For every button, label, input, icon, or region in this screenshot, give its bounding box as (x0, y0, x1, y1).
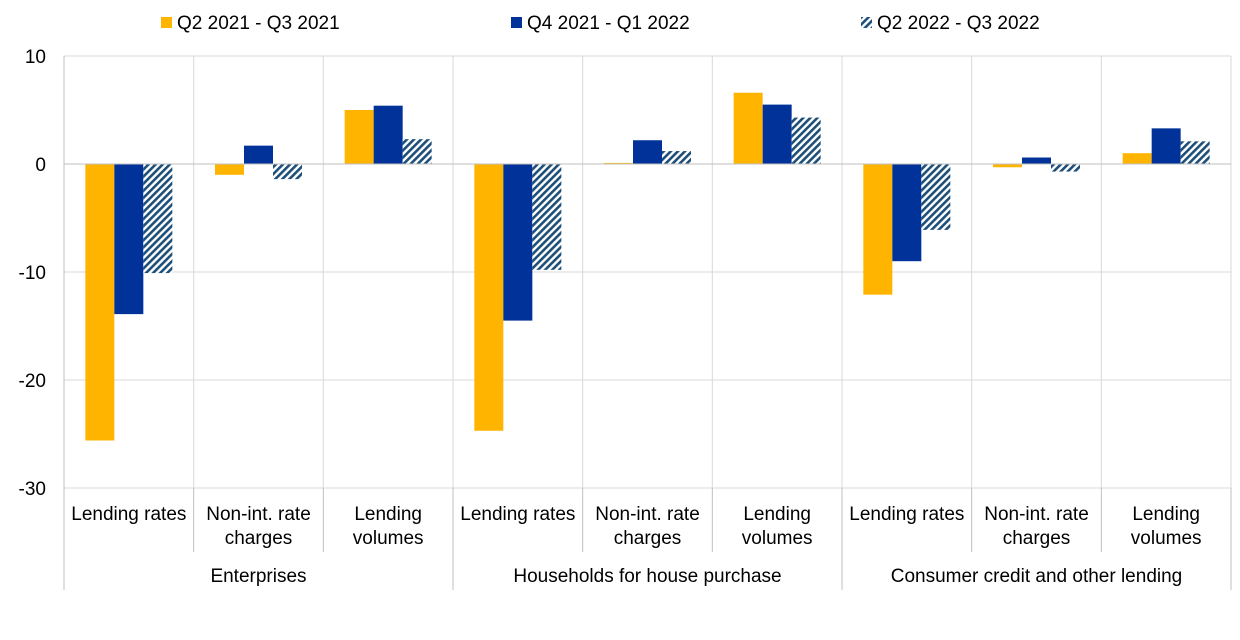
legend-swatch (511, 17, 522, 28)
category-label-line: Lending rates (849, 504, 964, 525)
y-tick-label: 0 (35, 155, 46, 176)
category-label: Non-int. rate charges (206, 504, 311, 549)
bar (993, 164, 1022, 168)
legend-swatch (861, 17, 872, 28)
category-label-line: Lending rates (460, 504, 575, 525)
bar (402, 139, 432, 164)
category-label: Lending rates (71, 504, 186, 525)
category-label-line: volumes (742, 528, 813, 549)
bar (273, 164, 302, 180)
group-label: Households for house purchase (513, 566, 781, 587)
group-label: Enterprises (210, 566, 306, 587)
legend-label: Q4 2021 - Q1 2022 (527, 13, 690, 34)
bar (532, 164, 562, 270)
bar (662, 151, 691, 164)
bar (762, 104, 792, 164)
axes (63, 56, 1232, 590)
category-label: Lending rates (849, 504, 964, 525)
y-tick-label: 10 (25, 47, 46, 68)
y-tick-label: -20 (19, 371, 46, 392)
legend-label: Q2 2022 - Q3 2022 (877, 13, 1040, 34)
bar (733, 92, 763, 164)
category-label-line: charges (225, 528, 293, 549)
bar (143, 164, 173, 274)
legend-swatch (161, 17, 172, 28)
category-label-line: Lending (1132, 504, 1200, 525)
category-label-line: charges (1003, 528, 1071, 549)
bars (85, 92, 1210, 441)
bar (244, 145, 273, 164)
legend: Q2 2021 - Q3 2021 Q4 2021 - Q1 2022 Q2 202… (161, 13, 1040, 34)
bar (215, 164, 244, 175)
bar (633, 140, 662, 164)
legend-label: Q2 2021 - Q3 2021 (177, 13, 340, 34)
category-label-line: Lending (354, 504, 422, 525)
category-label-line: Lending (743, 504, 811, 525)
bar (1022, 157, 1051, 164)
y-tick-label: -10 (19, 263, 46, 284)
category-label-line: Non-int. rate (984, 504, 1089, 525)
bar (1122, 153, 1152, 164)
gridlines (63, 55, 1232, 489)
category-label-line: charges (614, 528, 682, 549)
category-label-line: Non-int. rate (206, 504, 311, 525)
category-label: Lending volumes (742, 504, 813, 549)
category-label-line: volumes (353, 528, 424, 549)
axis-labels: 10 0 -10 -20 -30 Lending rates Non-int. rate ch… (19, 47, 1202, 587)
bar (474, 164, 504, 431)
category-label: Lending volumes (1131, 504, 1202, 549)
bar (863, 164, 893, 295)
category-label-line: Lending rates (71, 504, 186, 525)
bar (85, 164, 115, 441)
bar (921, 164, 951, 230)
bar (344, 110, 374, 164)
category-label: Lending rates (460, 504, 575, 525)
category-label: Lending volumes (353, 504, 424, 549)
group-label: Consumer credit and other lending (891, 566, 1183, 587)
category-label-line: volumes (1131, 528, 1202, 549)
bar (503, 164, 533, 321)
bar (1180, 141, 1210, 164)
bar (791, 117, 821, 164)
category-label: Non-int. rate charges (595, 504, 700, 549)
bar (1151, 128, 1181, 164)
bar (373, 105, 403, 164)
bar (892, 164, 922, 262)
category-label: Non-int. rate charges (984, 504, 1089, 549)
bar (114, 164, 144, 315)
bar (604, 162, 633, 164)
y-tick-label: -30 (19, 479, 46, 500)
bar (1051, 164, 1080, 172)
category-label-line: Non-int. rate (595, 504, 700, 525)
